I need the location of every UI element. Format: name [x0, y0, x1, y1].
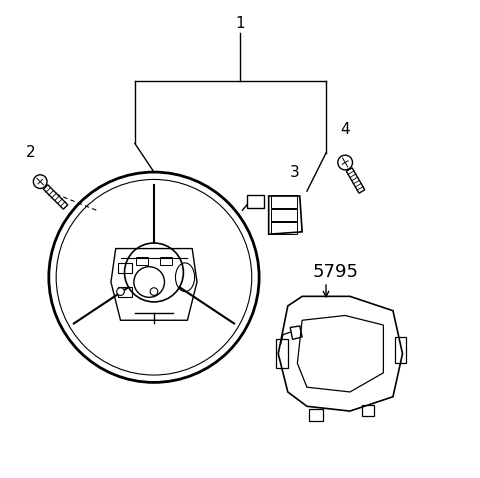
Bar: [247, 195, 264, 208]
Bar: [160, 257, 172, 265]
Bar: [118, 263, 132, 273]
Circle shape: [34, 175, 47, 188]
Polygon shape: [43, 185, 68, 209]
Bar: [136, 257, 148, 265]
Polygon shape: [346, 168, 365, 193]
Bar: [271, 195, 298, 208]
Bar: [271, 221, 298, 234]
Bar: [362, 405, 374, 416]
Circle shape: [117, 288, 124, 295]
Circle shape: [338, 155, 352, 170]
Text: 1: 1: [235, 16, 245, 32]
Circle shape: [150, 288, 158, 295]
Text: 5795: 5795: [312, 263, 359, 282]
Text: 4: 4: [340, 121, 350, 137]
Bar: [118, 287, 132, 297]
Text: 2: 2: [26, 145, 36, 161]
Bar: [309, 409, 323, 421]
Bar: [271, 209, 298, 222]
Text: 3: 3: [290, 164, 300, 180]
Bar: [276, 339, 288, 368]
Bar: [396, 337, 406, 363]
